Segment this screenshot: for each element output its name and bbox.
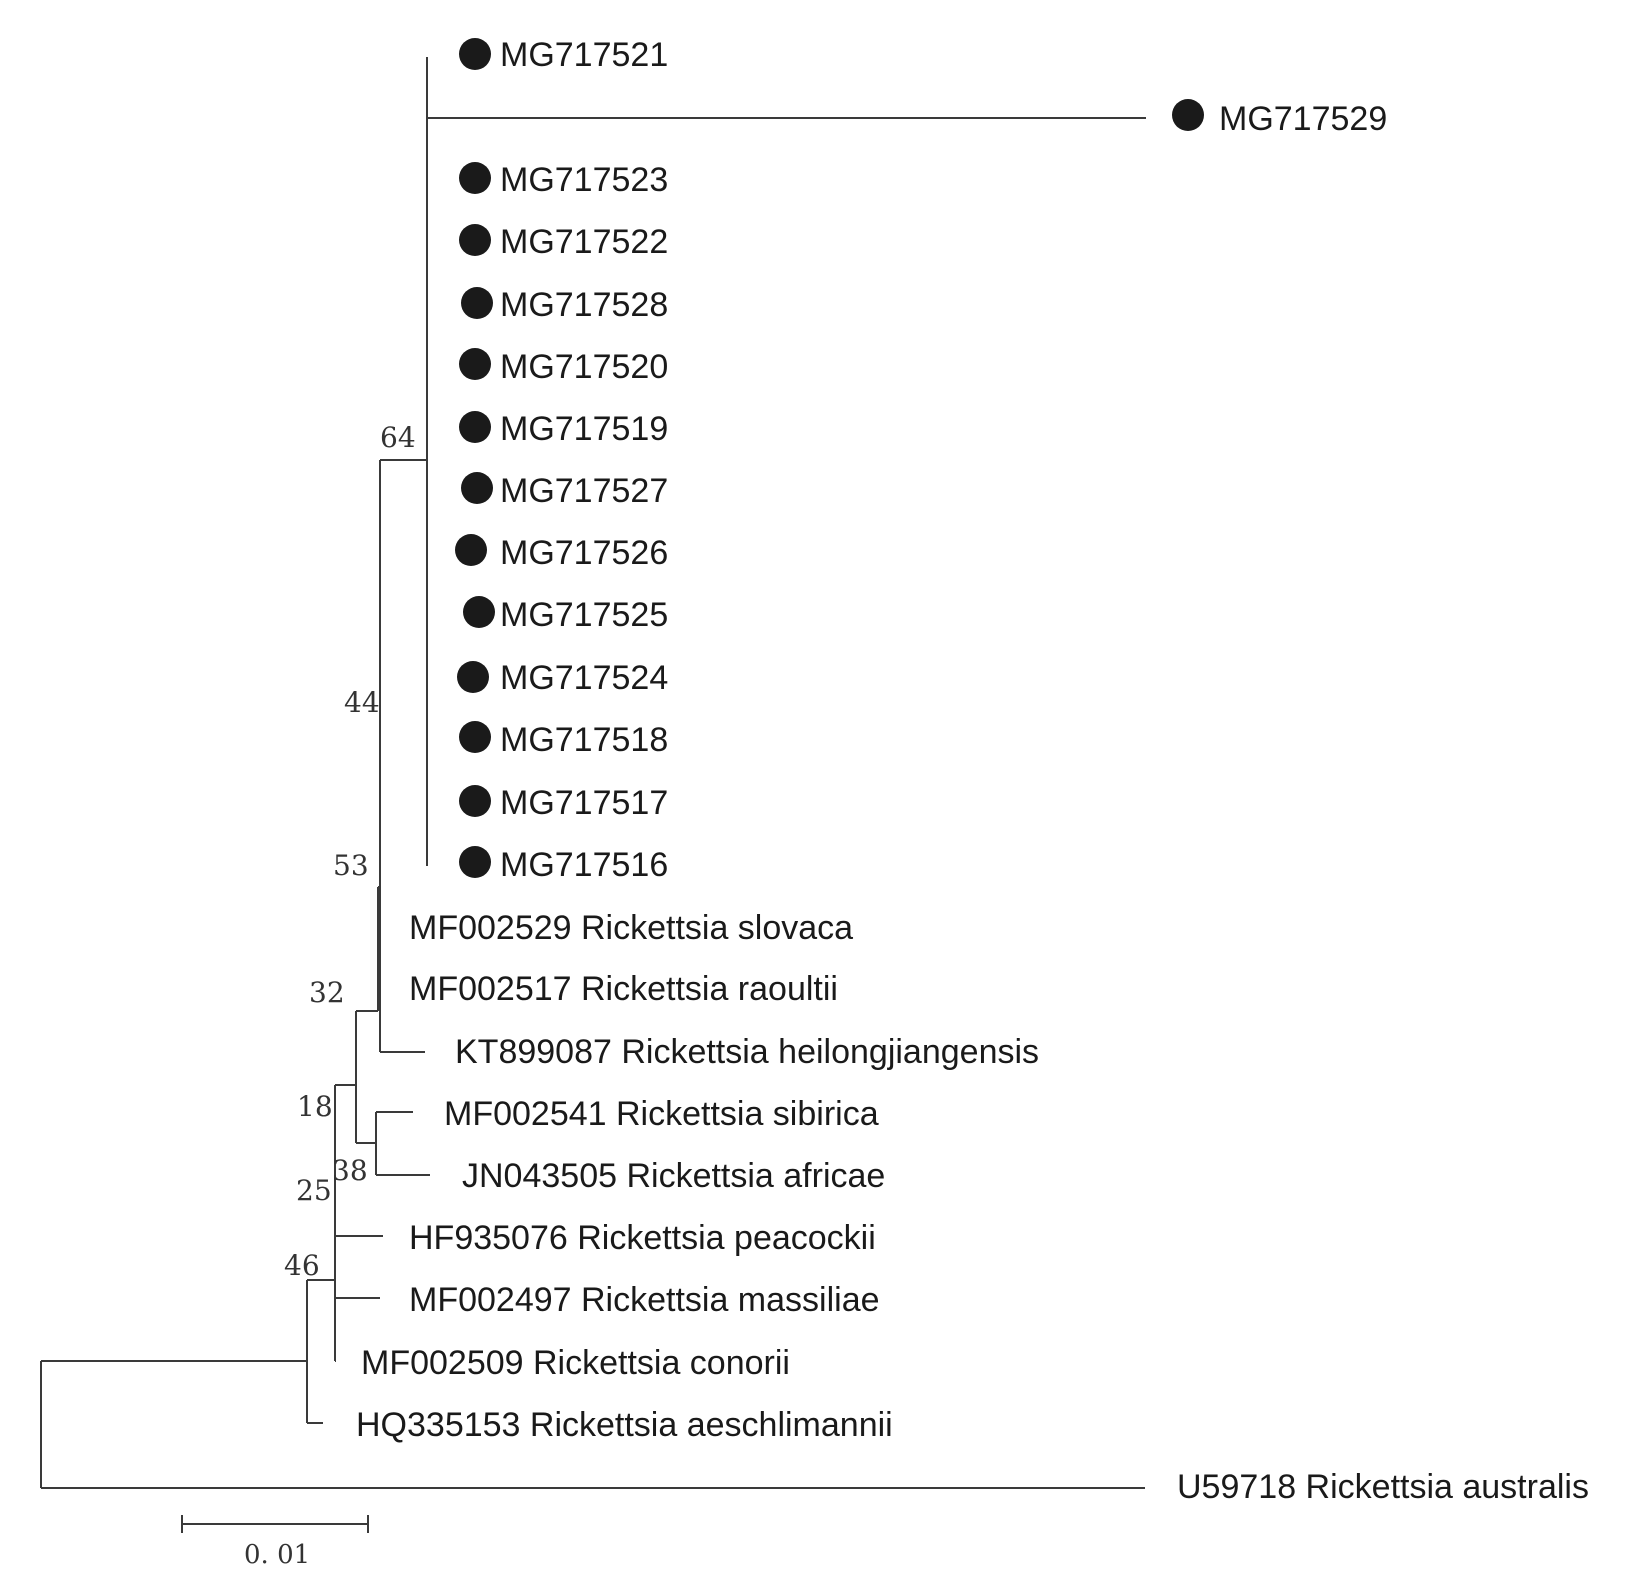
leaf-label-mg717528: MG717528 — [500, 286, 668, 324]
leaf-label-slovaca: MF002529 Rickettsia slovaca — [409, 909, 853, 947]
marker-dot-mg717517 — [459, 785, 491, 817]
leaf-label-mg717526: MG717526 — [500, 534, 668, 572]
bootstrap-25: 25 — [296, 1174, 332, 1207]
bootstrap-64: 64 — [380, 421, 416, 454]
leaf-label-heilongjiangensis: KT899087 Rickettsia heilongjiangensis — [455, 1033, 1039, 1071]
leaf-label-mg717517: MG717517 — [500, 784, 668, 822]
leaf-label-massiliae: MF002497 Rickettsia massiliae — [409, 1281, 880, 1319]
bootstrap-46: 46 — [284, 1249, 320, 1282]
leaf-label-sibirica: MF002541 Rickettsia sibirica — [444, 1095, 879, 1133]
leaf-label-africae: JN043505 Rickettsia africae — [462, 1157, 885, 1195]
marker-dot-mg717524 — [457, 661, 489, 693]
bootstrap-44: 44 — [344, 686, 380, 719]
leaf-label-mg717525: MG717525 — [500, 596, 668, 634]
leaf-label-mg717521: MG717521 — [500, 36, 668, 74]
marker-dot-mg717529 — [1172, 99, 1204, 131]
marker-dot-mg717522 — [459, 224, 491, 256]
marker-dot-mg717520 — [459, 348, 491, 380]
leaf-label-mg717518: MG717518 — [500, 721, 668, 759]
marker-dot-mg717523 — [459, 162, 491, 194]
leaf-label-mg717520: MG717520 — [500, 348, 668, 386]
leaf-label-mg717523: MG717523 — [500, 161, 668, 199]
bootstrap-values: 64 44 53 32 18 38 25 46 — [284, 421, 416, 1282]
bootstrap-53: 53 — [333, 849, 369, 882]
leaf-label-australis: U59718 Rickettsia australis — [1177, 1468, 1589, 1506]
bootstrap-18: 18 — [297, 1090, 333, 1123]
marker-dot-mg717521 — [459, 38, 491, 70]
marker-dot-mg717528 — [461, 287, 493, 319]
marker-dot-mg717527 — [461, 472, 493, 504]
sample-markers — [455, 38, 1204, 878]
leaf-label-conorii: MF002509 Rickettsia conorii — [361, 1344, 790, 1382]
leaf-label-mg717529: MG717529 — [1219, 100, 1387, 138]
bootstrap-32: 32 — [309, 976, 345, 1009]
leaf-label-mg717516: MG717516 — [500, 846, 668, 884]
marker-dot-mg717525 — [463, 596, 495, 628]
bootstrap-38: 38 — [332, 1154, 368, 1187]
marker-dot-mg717526 — [455, 534, 487, 566]
leaf-label-mg717524: MG717524 — [500, 659, 668, 697]
leaf-label-raoultii: MF002517 Rickettsia raoultii — [409, 970, 838, 1008]
marker-dot-mg717516 — [459, 846, 491, 878]
scale-bar-label: 0. 01 — [244, 1540, 310, 1570]
leaf-labels: MG717521 MG717529 MG717523 MG717522 MG71… — [356, 36, 1589, 1506]
scale-bar: 0. 01 — [181, 1515, 369, 1570]
leaf-label-aeschlimannii: HQ335153 Rickettsia aeschlimannii — [356, 1406, 893, 1444]
leaf-label-peacockii: HF935076 Rickettsia peacockii — [409, 1219, 876, 1257]
leaf-label-mg717527: MG717527 — [500, 472, 668, 510]
marker-dot-mg717518 — [459, 721, 491, 753]
marker-dot-mg717519 — [459, 411, 491, 443]
leaf-label-mg717522: MG717522 — [500, 223, 668, 261]
leaf-label-mg717519: MG717519 — [500, 410, 668, 448]
tree-branches — [40, 57, 1146, 1489]
